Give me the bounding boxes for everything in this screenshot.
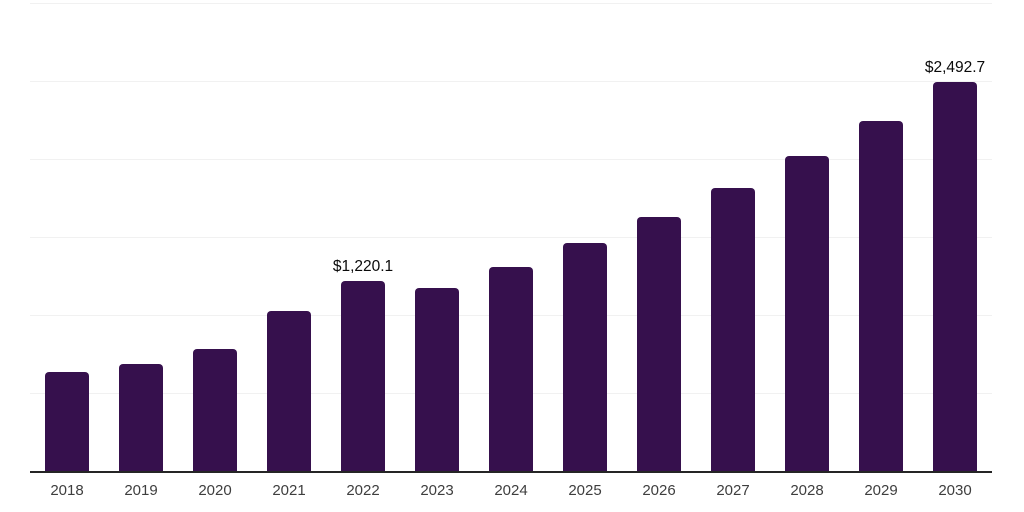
gridline [30,237,992,238]
bar [341,280,385,471]
bar-value-label: $2,492.7 [924,59,986,77]
x-axis-tick-label: 2018 [50,482,84,499]
x-axis-tick-label: 2026 [642,482,676,499]
bar-value-label: $1,220.1 [332,257,394,275]
x-axis-tick-label: 2023 [420,482,454,499]
x-axis-tick-label: 2021 [272,482,306,499]
x-axis-tick-label: 2030 [938,482,972,499]
bar [45,371,89,471]
bar [933,82,977,471]
bar-slot [548,3,622,471]
x-axis-tick-label: 2029 [864,482,898,499]
bar-slot: $1,220.1 [326,3,400,471]
bar-slot [474,3,548,471]
bar-slot: $2,492.7 [918,3,992,471]
bar [637,216,681,471]
bar [785,155,829,471]
gridline [30,3,992,4]
bar-slot [252,3,326,471]
bar-slot [400,3,474,471]
bar [563,242,607,471]
bar [489,266,533,471]
plot-area: $1,220.1 $2,492.7 [30,3,992,471]
bar-slot [770,3,844,471]
x-axis-tick-label: 2020 [198,482,232,499]
x-axis-line [30,471,992,473]
bar [415,288,459,471]
bar-slot [104,3,178,471]
gridline [30,81,992,82]
bar [119,364,163,471]
x-axis-tick-label: 2028 [790,482,824,499]
bar [193,349,237,471]
bar-slot [30,3,104,471]
x-axis-tick-label: 2024 [494,482,528,499]
x-axis-tick-label: 2025 [568,482,602,499]
x-axis-tick-label: 2019 [124,482,158,499]
bars-layer: $1,220.1 $2,492.7 [30,3,992,471]
bar-slot [696,3,770,471]
bar [711,187,755,471]
bar [267,311,311,471]
bar-slot [844,3,918,471]
x-axis-tick-label: 2022 [346,482,380,499]
bar [859,121,903,471]
bar-slot [622,3,696,471]
x-axis-labels: 2018 2019 2020 2021 2022 2023 2024 2025 2026 2027… [30,481,992,501]
gridline [30,159,992,160]
x-axis-tick-label: 2027 [716,482,750,499]
bar-slot [178,3,252,471]
